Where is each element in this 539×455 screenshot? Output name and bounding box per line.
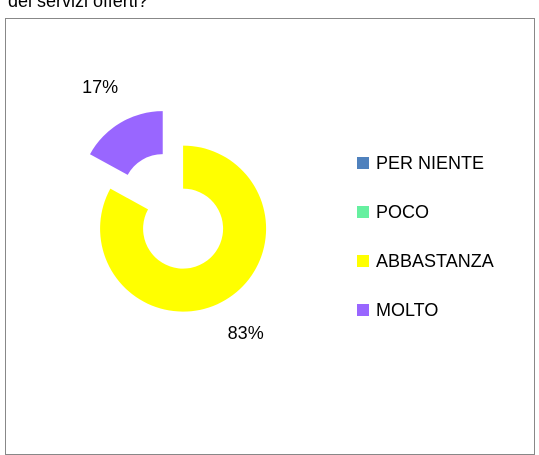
donut-segment xyxy=(89,111,163,175)
legend-label: MOLTO xyxy=(376,300,438,320)
legend-label: PER NIENTE xyxy=(376,153,484,173)
legend-swatch xyxy=(357,206,369,218)
data-label: 17% xyxy=(82,77,118,97)
chart-subtitle: dei servizi offerti? xyxy=(8,0,148,11)
legend-swatch xyxy=(357,157,369,169)
chart-frame xyxy=(5,18,535,455)
legend-swatch xyxy=(357,304,369,316)
data-label: 83% xyxy=(228,323,264,343)
legend-label: ABBASTANZA xyxy=(376,251,494,271)
donut-segment xyxy=(100,145,267,312)
legend-swatch xyxy=(357,255,369,267)
legend-label: POCO xyxy=(376,202,429,222)
